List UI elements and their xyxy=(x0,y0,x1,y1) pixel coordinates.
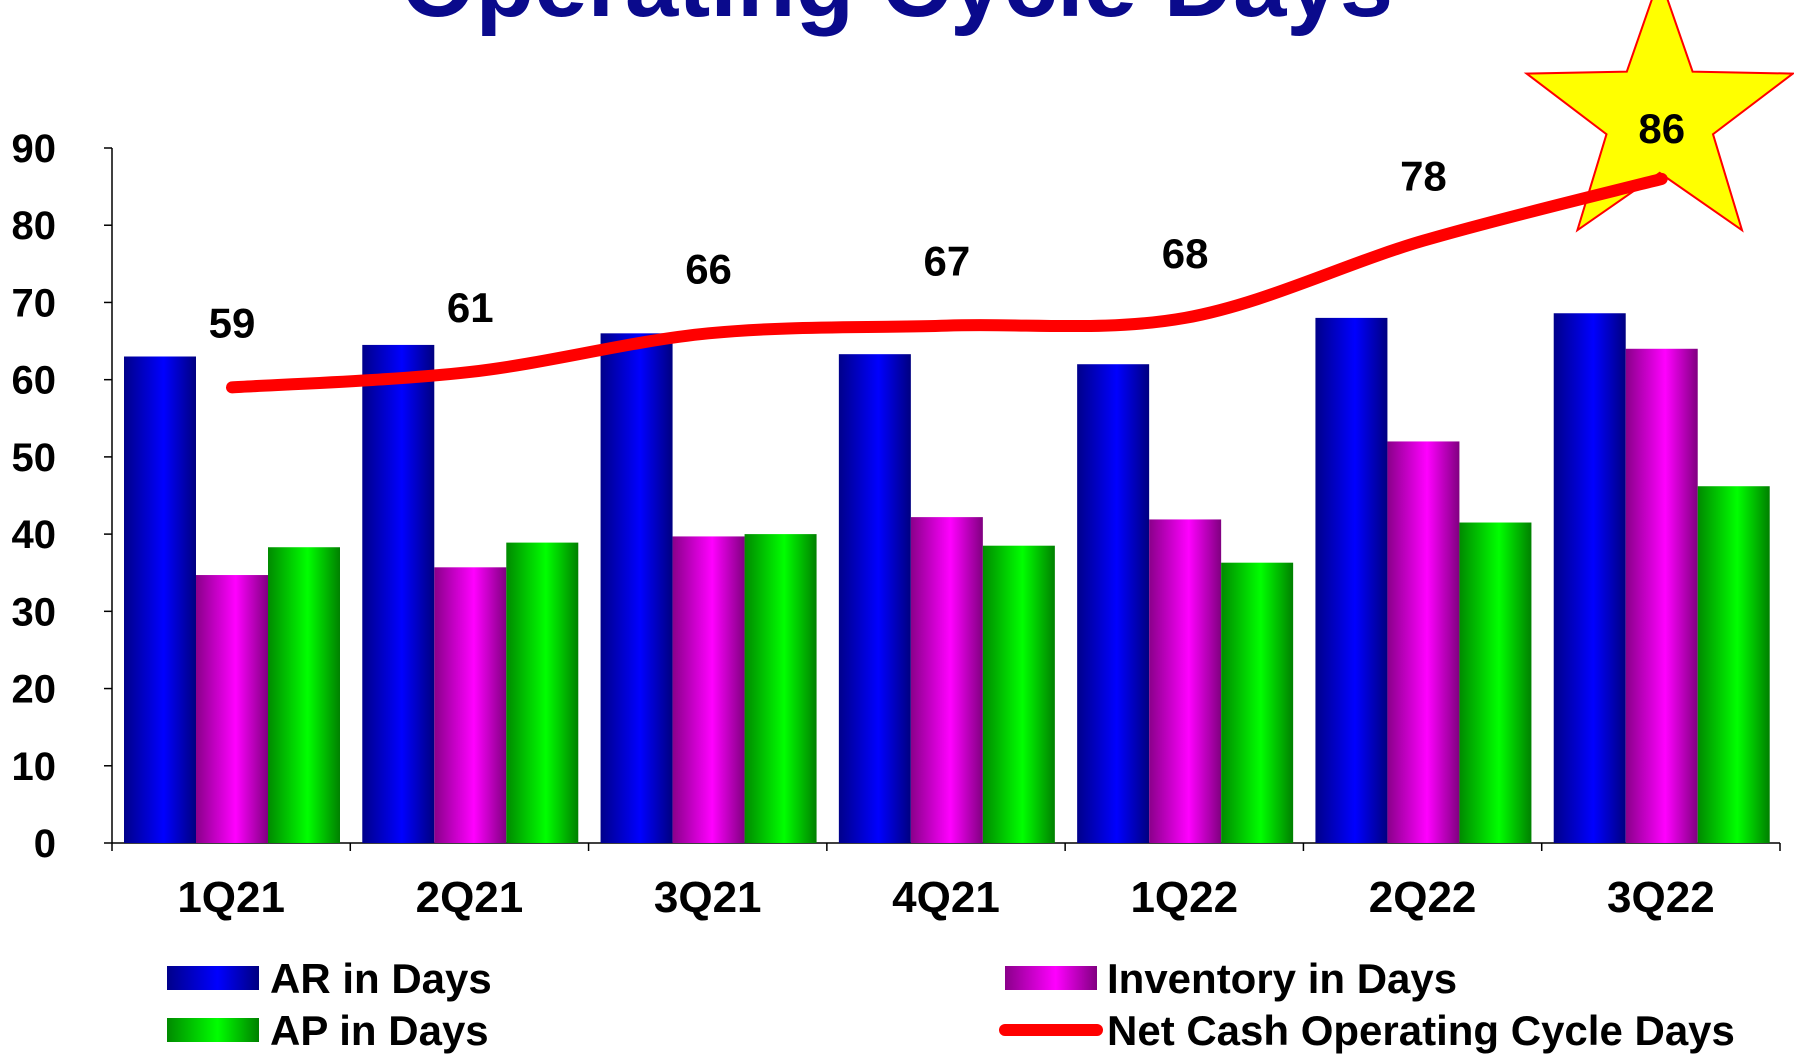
bar-ap xyxy=(506,542,579,843)
y-tick-label: 40 xyxy=(12,513,57,557)
bar-ap xyxy=(982,545,1055,843)
y-tick-label: 30 xyxy=(12,590,57,634)
bar-ar xyxy=(362,344,435,843)
legend-swatch-ap xyxy=(167,1018,259,1042)
net-cycle-data-label: 68 xyxy=(1162,230,1209,277)
y-tick-label: 60 xyxy=(12,359,57,403)
x-tick-label: 1Q22 xyxy=(1130,873,1238,922)
bar-ar xyxy=(1553,313,1626,843)
legend-label-inventory: Inventory in Days xyxy=(1107,955,1457,1002)
legend: AR in Days Inventory in Days AP in Days … xyxy=(167,955,1735,1054)
net-cycle-data-label: 61 xyxy=(447,284,494,331)
bar-inventory xyxy=(434,567,507,843)
net-cycle-line-layer xyxy=(226,0,1794,394)
y-tick-label: 20 xyxy=(12,668,57,712)
bar-ap xyxy=(268,547,340,843)
bar-inventory xyxy=(910,517,983,843)
bar-ar xyxy=(1315,317,1388,843)
x-tick-label: 2Q22 xyxy=(1369,873,1477,922)
x-tick-label: 3Q22 xyxy=(1607,873,1715,922)
bar-ap xyxy=(1221,562,1294,843)
x-tick-label: 2Q21 xyxy=(416,873,524,922)
y-tick-label: 80 xyxy=(12,204,57,248)
bar-ar xyxy=(600,333,673,843)
chart-title: Operating Cycle Days xyxy=(401,0,1393,37)
net-cycle-data-label: 67 xyxy=(923,238,970,285)
legend-swatch-inventory xyxy=(1005,966,1097,990)
bar-ap xyxy=(1459,522,1532,843)
bar-ap xyxy=(1697,486,1770,843)
net-cycle-line xyxy=(226,172,1668,394)
x-tick-label: 4Q21 xyxy=(892,873,1000,922)
x-tick-label: 3Q21 xyxy=(654,873,762,922)
x-axis-ticks: 1Q21 2Q21 3Q21 4Q21 1Q22 2Q22 3Q22 xyxy=(111,843,1781,922)
y-tick-label: 10 xyxy=(12,745,57,789)
highlight-value-label: 86 xyxy=(1638,105,1685,152)
x-tick-label: 1Q21 xyxy=(177,873,285,922)
legend-label-ar: AR in Days xyxy=(270,955,492,1002)
highlight-star-icon xyxy=(1523,0,1794,233)
net-cycle-data-label: 66 xyxy=(685,245,732,292)
bar-ar xyxy=(1077,364,1150,843)
net-cycle-data-label: 59 xyxy=(209,299,256,346)
bar-ap xyxy=(744,534,817,843)
bar-inventory xyxy=(196,575,268,843)
bar-inventory xyxy=(1149,519,1222,843)
legend-label-net-cycle: Net Cash Operating Cycle Days xyxy=(1107,1007,1735,1054)
legend-swatch-ar xyxy=(167,966,259,990)
y-tick-label: 0 xyxy=(34,822,56,866)
net-cycle-labels: 59 61 66 67 68 78 86 xyxy=(209,105,1685,347)
bar-inventory xyxy=(672,536,745,843)
y-tick-label: 50 xyxy=(12,436,57,480)
bar-ar xyxy=(124,356,196,843)
net-cycle-data-label: 78 xyxy=(1400,153,1447,200)
bars xyxy=(124,313,1770,843)
y-tick-label: 90 xyxy=(12,127,57,171)
bar-inventory xyxy=(1387,441,1460,843)
bar-ar xyxy=(838,354,911,843)
y-tick-label: 70 xyxy=(12,281,57,325)
y-axis-ticks: 0 10 20 30 40 50 60 70 80 90 xyxy=(12,127,112,866)
legend-label-ap: AP in Days xyxy=(270,1007,489,1054)
bar-inventory xyxy=(1625,348,1698,843)
